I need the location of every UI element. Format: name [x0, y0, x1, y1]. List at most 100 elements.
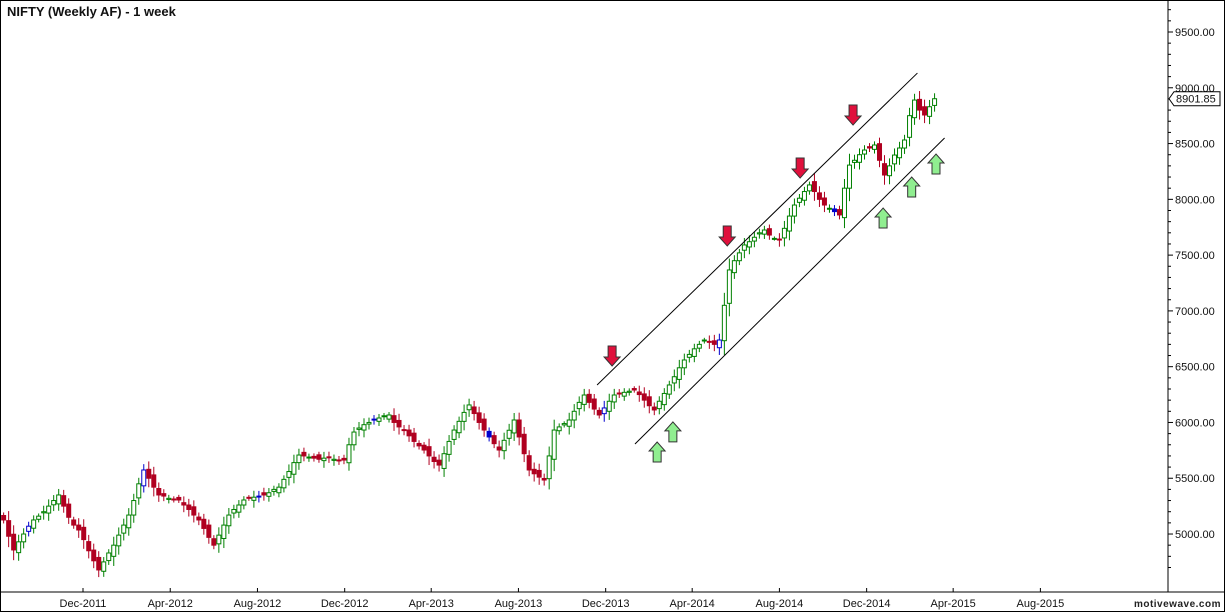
candle-body [66, 503, 72, 518]
y-tick-label: 6000.00 [1175, 417, 1215, 429]
candle-body [686, 353, 692, 358]
candle-body [351, 431, 357, 446]
candle-body [326, 456, 332, 459]
x-tick-label: Aug-2013 [495, 598, 543, 610]
candle-body [21, 533, 27, 543]
last-price-marker [1168, 91, 1221, 107]
x-tick-label: Apr-2014 [670, 598, 715, 610]
candle-body [606, 400, 612, 412]
candle-body [356, 427, 362, 430]
candle-body [311, 455, 317, 459]
candle-body [401, 429, 407, 432]
candle-body [151, 474, 157, 488]
candle-body [196, 516, 202, 521]
candle-body [691, 348, 697, 357]
candle-body [546, 455, 552, 480]
x-tick-label: Aug-2014 [756, 598, 804, 610]
candle-body [56, 494, 62, 505]
candle-body [411, 432, 417, 442]
y-tick-label: 5000.00 [1175, 529, 1215, 541]
candle-body [716, 339, 722, 349]
up-arrow-icon [926, 153, 946, 175]
candle-body [271, 488, 277, 492]
candle-body [636, 391, 642, 396]
candle-body [441, 453, 447, 469]
candle-body [276, 486, 282, 494]
candle-body [176, 496, 182, 501]
candle-body [341, 457, 347, 461]
y-tick-label: 8500.00 [1175, 139, 1215, 151]
last-price-label: 8901.85 [1176, 94, 1216, 106]
x-tick-label: Dec-2011 [60, 598, 107, 610]
candle-body [146, 468, 152, 479]
candle-body [421, 444, 427, 451]
candle-body [571, 410, 577, 421]
candle-body [591, 398, 597, 410]
candle-body [486, 430, 492, 438]
candle-body [556, 426, 562, 432]
candle-body [611, 394, 617, 403]
candle-body [681, 359, 687, 369]
candle-body [381, 415, 387, 418]
candle-body [461, 411, 467, 422]
candle-body [16, 541, 22, 554]
candle-body [821, 197, 827, 206]
candle-body [416, 442, 422, 447]
up-arrow-icon [873, 207, 893, 229]
candle-body [126, 514, 132, 529]
candle-body [456, 420, 462, 434]
candle-body [641, 393, 647, 401]
candle-body [206, 524, 212, 538]
candle-body [756, 232, 762, 235]
candle-body [386, 414, 392, 420]
candle-body [156, 488, 162, 496]
candle-body [101, 561, 107, 572]
candle-body [816, 192, 822, 200]
candle-body [321, 457, 327, 462]
candle-body [631, 388, 637, 391]
candle-body [266, 492, 272, 497]
y-tick-label: 6500.00 [1175, 362, 1215, 374]
candle-body [71, 519, 77, 526]
candle-body [111, 544, 117, 557]
candle-body [86, 541, 92, 552]
candle-body [536, 469, 542, 478]
candle-body [877, 143, 883, 161]
candle-body [121, 524, 127, 534]
candle-body [376, 417, 382, 422]
candle-body [696, 343, 702, 349]
candle-body [831, 208, 837, 213]
candle-body [761, 229, 767, 235]
candle-body [41, 511, 47, 514]
candle-body [796, 197, 802, 203]
candle-body [161, 493, 167, 497]
candle-body [836, 209, 842, 216]
candle-body [436, 459, 442, 466]
candle-body [426, 446, 432, 457]
up-arrow-icon [663, 421, 682, 443]
x-tick-label: Apr-2015 [931, 598, 976, 610]
candle-body [526, 455, 532, 471]
candle-body [361, 424, 367, 431]
candle-body [656, 400, 662, 410]
candle-body [331, 458, 337, 461]
candle-body [306, 456, 312, 459]
candle-body [221, 524, 227, 539]
x-tick-label: Apr-2013 [409, 598, 454, 610]
candle-body [846, 164, 852, 189]
candle-body [496, 446, 502, 451]
candle-body [46, 505, 52, 514]
candle-body [856, 154, 862, 163]
candle-body [106, 552, 112, 562]
candle-body [231, 508, 237, 514]
candle-body [791, 204, 797, 217]
candle-body [406, 429, 412, 437]
candle-body [511, 419, 517, 434]
candle-body [116, 534, 122, 547]
candle-body [521, 433, 527, 455]
candle-body [671, 376, 677, 384]
candle-body [171, 498, 177, 501]
channel-line [596, 72, 918, 386]
candle-body [907, 115, 913, 138]
